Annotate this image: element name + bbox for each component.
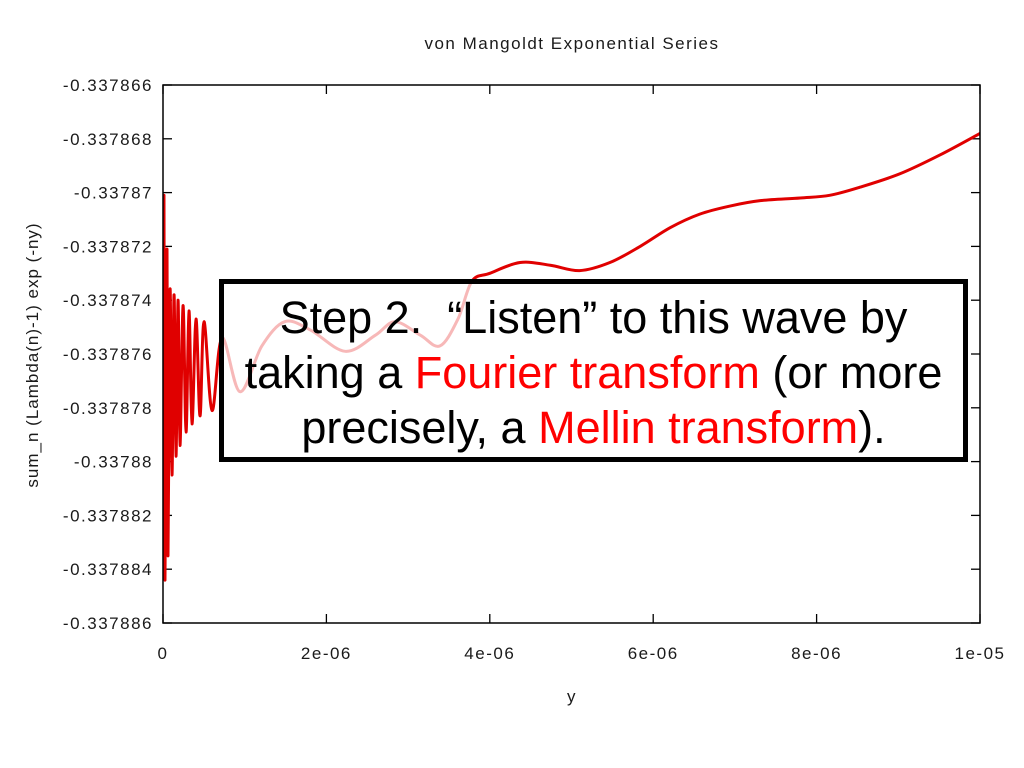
y-tick-label: -0.337886 (63, 614, 153, 633)
x-tick-label: 1e-05 (955, 644, 1006, 663)
callout-line-2-text: taking a (244, 347, 415, 398)
callout-line-3: precisely, a Mellin transform). (224, 400, 963, 455)
y-axis-label: sum_n (Lambda(n)-1) exp (-ny) (23, 222, 42, 487)
x-tick-label: 0 (158, 644, 169, 663)
y-tick-label: -0.337878 (63, 399, 153, 418)
y-tick-label: -0.337882 (63, 506, 153, 525)
x-tick-label: 6e-06 (628, 644, 679, 663)
x-axis-label: y (567, 687, 577, 706)
callout-line-3-text: precisely, a (301, 402, 539, 453)
plot-frame (162, 84, 981, 624)
x-tick-labels: 0 2e-06 4e-06 6e-06 8e-06 1e-05 (158, 644, 1006, 663)
mellin-transform-highlight: Mellin transform (538, 402, 859, 453)
callout-line-1-text: Step 2. “Listen” to this wave by (279, 292, 908, 343)
y-tick-labels: -0.337866 -0.337868 -0.33787 -0.337872 -0.33… (63, 76, 153, 633)
y-tick-label: -0.337884 (63, 560, 153, 579)
y-tick-label: -0.337868 (63, 130, 153, 149)
callout-line-2: taking a Fourier transform (or more (224, 345, 963, 400)
y-tick-label: -0.337872 (63, 237, 153, 256)
y-tick-label: -0.337866 (63, 76, 153, 95)
fourier-transform-highlight: Fourier transform (414, 347, 760, 398)
callout-line-3-tail: ). (858, 402, 886, 453)
x-tick-label: 8e-06 (791, 644, 842, 663)
y-tick-label: -0.33788 (74, 453, 153, 472)
y-tick-label: -0.33787 (74, 184, 153, 203)
callout-line-2-tail: (or more (759, 347, 943, 398)
x-tick-label: 4e-06 (464, 644, 515, 663)
callout-box: Step 2. “Listen” to this wave by taking … (219, 279, 968, 462)
y-tick-label: -0.337874 (63, 291, 153, 310)
y-tick-label: -0.337876 (63, 345, 153, 364)
x-tick-label: 2e-06 (301, 644, 352, 663)
callout-line-1: Step 2. “Listen” to this wave by (224, 290, 963, 345)
chart-title: von Mangoldt Exponential Series (424, 34, 719, 53)
